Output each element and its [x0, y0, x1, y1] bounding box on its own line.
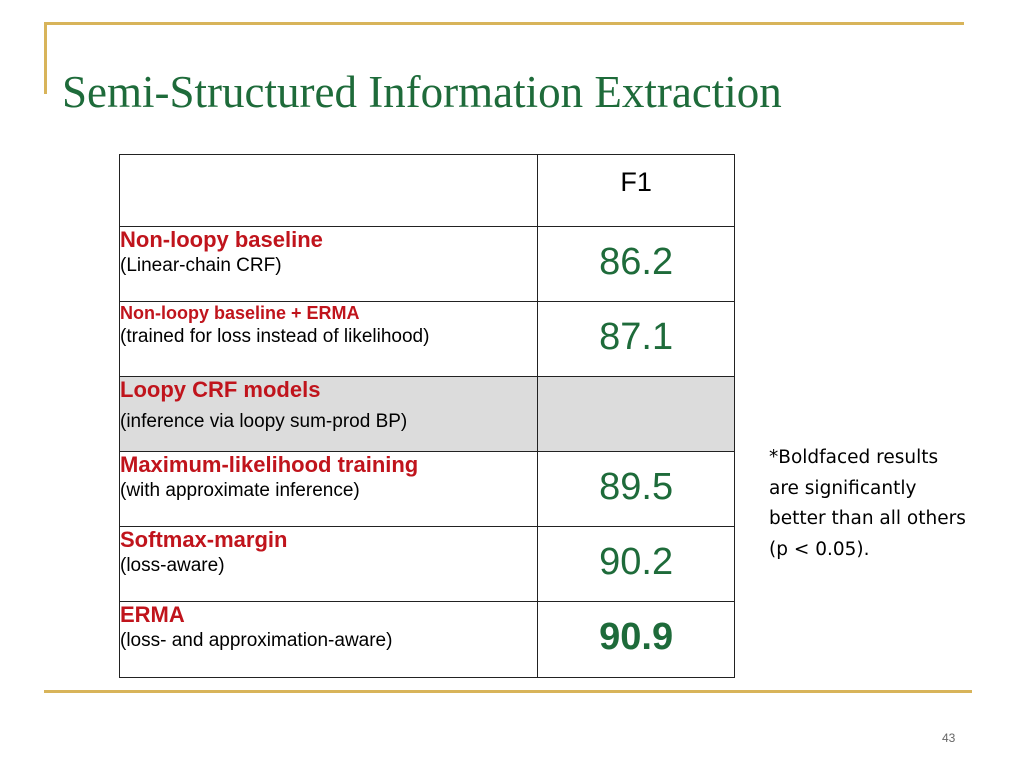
results-table: F1 Non-loopy baseline (Linear-chain CRF)… [118, 154, 735, 678]
score-value: 86.2 [599, 241, 674, 283]
score-value-best: 90.9 [599, 616, 674, 658]
method-cell: Non-loopy baseline (Linear-chain CRF) [118, 226, 539, 302]
method-name: Softmax-margin [120, 527, 288, 552]
score-value [538, 377, 734, 391]
method-name: Maximum-likelihood training [120, 452, 419, 477]
method-cell: Non-loopy baseline + ERMA (trained for l… [118, 301, 539, 377]
method-note: (loss-aware) [120, 555, 225, 576]
top-rule [44, 22, 964, 25]
table-row: ERMA (loss- and approximation-aware) 90.… [118, 601, 735, 678]
score-cell: 87.1 [537, 301, 735, 377]
score-value: 89.5 [599, 466, 674, 508]
table-row: Maximum-likelihood training (with approx… [118, 451, 735, 527]
header-method-cell [118, 154, 539, 227]
method-note: (trained for loss instead of likelihood) [120, 326, 430, 347]
score-cell: 86.2 [537, 226, 735, 302]
header-f1: F1 [620, 167, 652, 197]
table-row-section-header: Loopy CRF models (inference via loopy su… [118, 376, 735, 452]
method-name: Non-loopy baseline [120, 227, 323, 252]
table-row: Softmax-margin (loss-aware) 90.2 [118, 526, 735, 602]
score-value: 87.1 [599, 316, 674, 358]
table-row: Non-loopy baseline + ERMA (trained for l… [118, 301, 735, 377]
score-cell: 90.9 [537, 601, 735, 678]
score-cell: 90.2 [537, 526, 735, 602]
method-cell: Maximum-likelihood training (with approx… [118, 451, 539, 527]
table-row: Non-loopy baseline (Linear-chain CRF) 86… [118, 226, 735, 302]
method-name: ERMA [120, 602, 185, 627]
method-cell: ERMA (loss- and approximation-aware) [118, 601, 539, 678]
score-cell [537, 376, 735, 452]
slide-title: Semi-Structured Information Extraction [62, 67, 782, 117]
significance-footnote: *Boldfaced results are significantly bet… [769, 447, 966, 560]
method-note: (Linear-chain CRF) [120, 255, 282, 276]
table-header-row: F1 [118, 154, 735, 227]
score-cell: 89.5 [537, 451, 735, 527]
method-note: (with approximate inference) [120, 480, 360, 501]
method-cell: Loopy CRF models (inference via loopy su… [118, 376, 539, 452]
method-name: Non-loopy baseline + ERMA [120, 303, 360, 323]
header-score-cell: F1 [537, 154, 735, 227]
bottom-rule [44, 690, 972, 693]
score-value: 90.2 [599, 541, 674, 583]
method-note: (inference via loopy sum-prod BP) [120, 411, 408, 432]
method-cell: Softmax-margin (loss-aware) [118, 526, 539, 602]
method-note: (loss- and approximation-aware) [120, 630, 393, 651]
method-name: Loopy CRF models [120, 377, 321, 402]
page-number: 43 [942, 731, 956, 745]
left-rule [44, 22, 47, 94]
